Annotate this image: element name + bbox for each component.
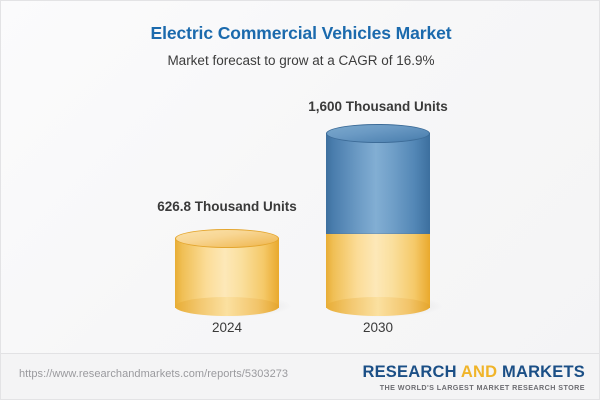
cylinder-2024: [175, 229, 291, 317]
logo-word-markets: MARKETS: [497, 363, 585, 381]
bar-value-label-2024: 626.8 Thousand Units: [157, 199, 297, 214]
cylinder-top-ellipse: [175, 229, 279, 248]
logo-word-research: RESEARCH: [362, 363, 461, 381]
cylinder-segment-base: [175, 238, 279, 308]
chart-plot-area: 626.8 Thousand Units 2024 1,600 Thousand…: [1, 1, 599, 353]
cylinder-segment-base: [326, 234, 430, 308]
cylinder-bottom-ellipse: [326, 297, 430, 316]
bar-category-label-2030: 2030: [362, 320, 394, 335]
bar-value-label-2030: 1,600 Thousand Units: [308, 99, 448, 114]
footer-divider: [1, 353, 599, 354]
source-url-link[interactable]: https://www.researchandmarkets.com/repor…: [19, 368, 289, 380]
cylinder-segment-divider: [326, 233, 430, 234]
page-title: Electric Commercial Vehicles Market: [150, 23, 452, 43]
cylinder-segment-growth: [326, 133, 430, 234]
cylinder-top-ellipse: [326, 124, 430, 143]
chart-subtitle: Market forecast to grow at a CAGR of 16.…: [167, 53, 435, 68]
research-and-markets-logo: RESEARCH AND MARKETS THE WORLD'S LARGEST…: [362, 363, 585, 393]
cylinder-2030: [326, 124, 442, 317]
bar-group-2024: 626.8 Thousand Units 2024: [107, 1, 347, 353]
logo-word-and: AND: [460, 363, 498, 381]
logo-wordmark: RESEARCH AND MARKETS: [362, 363, 585, 381]
logo-tagline: THE WORLD'S LARGEST MARKET RESEARCH STOR…: [379, 383, 585, 392]
bar-category-label-2024: 2024: [211, 320, 243, 335]
cylinder-bottom-ellipse: [175, 297, 279, 316]
footer: https://www.researchandmarkets.com/repor…: [1, 354, 599, 399]
bar-group-2030: 1,600 Thousand Units 2030: [258, 1, 498, 353]
